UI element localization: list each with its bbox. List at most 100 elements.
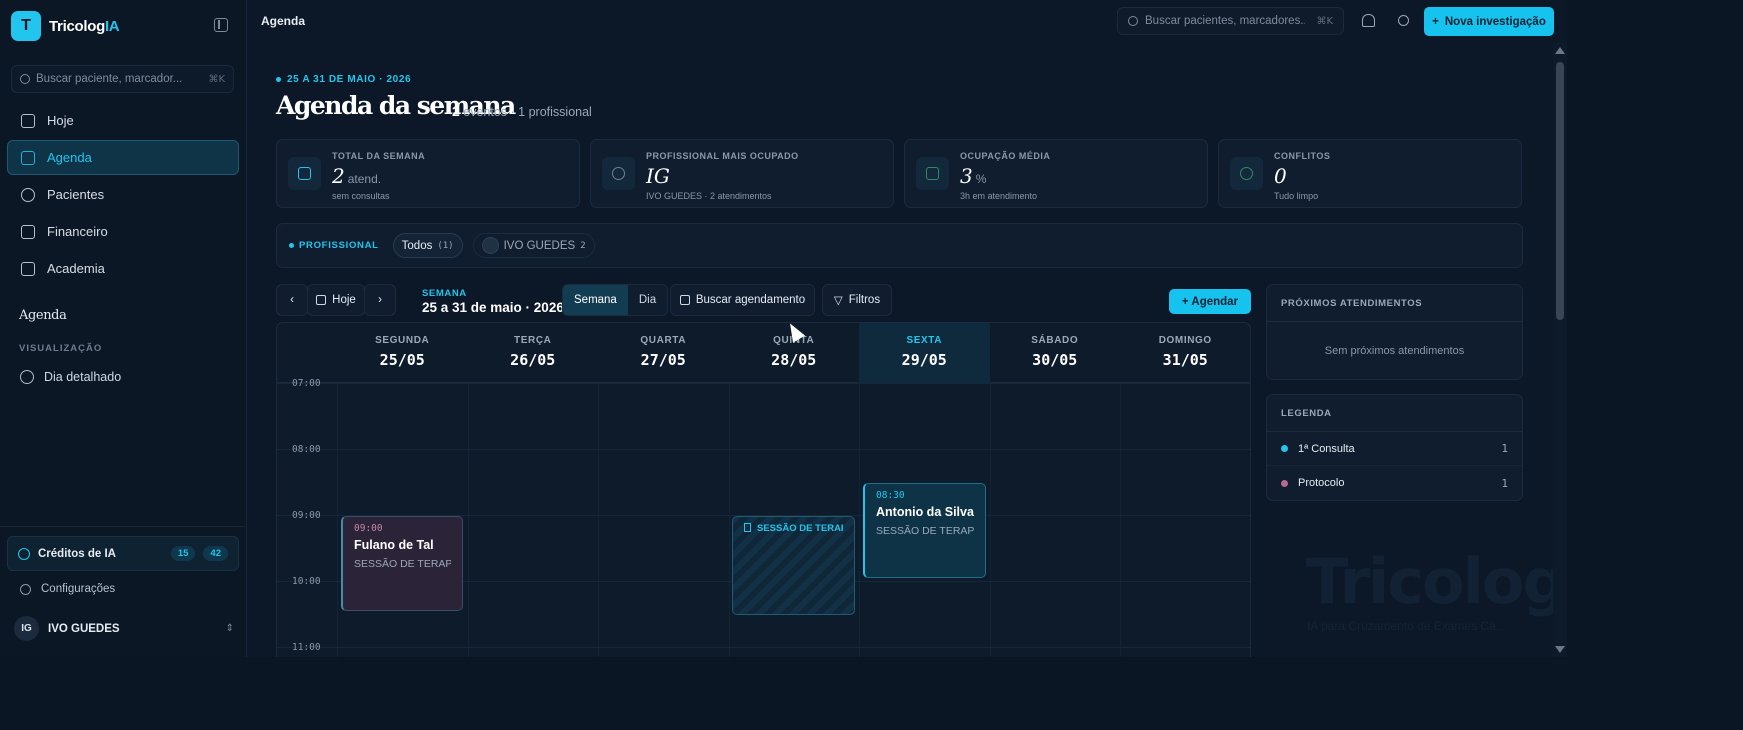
gear-icon bbox=[20, 583, 31, 595]
app-window: T TricologIA ⌘K Hoje Agenda Pacientes Fi… bbox=[0, 0, 1567, 657]
prev-week-button[interactable]: ‹ bbox=[276, 284, 308, 316]
settings-link[interactable]: Configurações bbox=[20, 583, 115, 595]
sidebar-item-hoje[interactable]: Hoje bbox=[7, 103, 239, 138]
bell-icon[interactable] bbox=[1362, 14, 1375, 27]
next-week-button[interactable]: › bbox=[364, 284, 396, 316]
sidebar-collapse-icon[interactable] bbox=[214, 18, 228, 32]
week-eyebrow: 25 A 31 DE MAIO · 2026 bbox=[276, 74, 411, 85]
stat-card-total: TOTAL DA SEMANA 2 atend. sem consultas bbox=[276, 139, 580, 208]
right-panel: PRÓXIMOS ATENDIMENTOS Sem próximos atend… bbox=[1266, 284, 1523, 515]
event-card[interactable]: 08:30 Antonio da Silva SESSÃO DE TERAPI.… bbox=[863, 483, 986, 578]
day-date: 30/05 bbox=[1032, 351, 1078, 369]
day-header-thursday[interactable]: QUINTA 28/05 bbox=[729, 323, 860, 383]
sidebar-item-pacientes[interactable]: Pacientes bbox=[7, 177, 239, 212]
hour-line bbox=[277, 515, 1250, 516]
hour-line bbox=[277, 449, 1250, 450]
avatar bbox=[481, 237, 499, 254]
sidebar-search-input[interactable] bbox=[36, 73, 196, 85]
new-investigation-button[interactable]: + Nova investigação bbox=[1424, 7, 1554, 36]
filter-label: PROFISSIONAL bbox=[289, 240, 379, 251]
stat-sub: Tudo limpo bbox=[1274, 191, 1319, 201]
plus-icon: + bbox=[1181, 295, 1192, 308]
filter-professional-chip[interactable]: IVO GUEDES 2 bbox=[472, 233, 595, 258]
user-menu[interactable]: IG IVO GUEDES ⇕ bbox=[14, 616, 234, 641]
panel-title: LEGENDA bbox=[1267, 395, 1522, 432]
sidebar-item-academia[interactable]: Academia bbox=[7, 251, 239, 286]
event-card[interactable]: 09:00 Fulano de Tal SESSÃO DE TERAPI... bbox=[341, 516, 463, 611]
event-time: 08:30 bbox=[876, 490, 905, 501]
events-text: eventos · 1 profissional bbox=[463, 105, 592, 119]
legend-label: Protocolo bbox=[1298, 477, 1345, 489]
settings-label: Configurações bbox=[41, 583, 116, 595]
day-date: 27/05 bbox=[640, 351, 686, 369]
trend-up-icon bbox=[916, 157, 949, 190]
event-patient: Fulano de Tal bbox=[354, 538, 434, 552]
ai-credits[interactable]: Créditos de IA 15 42 bbox=[7, 536, 239, 571]
sidebar-item-label: Dia detalhado bbox=[44, 370, 122, 384]
panel-title: PRÓXIMOS ATENDIMENTOS bbox=[1267, 285, 1522, 322]
global-search[interactable]: ⌘K bbox=[1117, 7, 1344, 35]
calendar-search-icon bbox=[679, 295, 690, 305]
sidebar-item-financeiro[interactable]: Financeiro bbox=[7, 214, 239, 249]
search-appointment-button[interactable]: Buscar agendamento bbox=[670, 284, 815, 316]
stat-card-occupancy: OCUPAÇÃO MÉDIA 3% 3h em atendimento bbox=[904, 139, 1208, 208]
day-name: QUINTA bbox=[773, 335, 815, 346]
scroll-up-icon[interactable] bbox=[1555, 47, 1565, 54]
day-divider bbox=[467, 383, 469, 657]
day-date: 28/05 bbox=[771, 351, 817, 369]
day-header-monday[interactable]: SEGUNDA 25/05 bbox=[337, 323, 468, 383]
page-breadcrumb: Agenda bbox=[261, 14, 306, 28]
chevron-left-icon: ‹ bbox=[290, 294, 294, 306]
credits-badge: 15 bbox=[170, 546, 196, 561]
chip-count: (1) bbox=[437, 240, 454, 251]
chevron-right-icon: › bbox=[378, 294, 382, 306]
day-header-sunday[interactable]: DOMINGO 31/05 bbox=[1120, 323, 1250, 383]
sidebar-item-agenda[interactable]: Agenda bbox=[7, 140, 239, 175]
sidebar-section-sub: VISUALIZAÇÃO bbox=[19, 343, 103, 354]
day-name: DOMINGO bbox=[1158, 335, 1212, 346]
brand-logo: T bbox=[11, 11, 41, 41]
hour-line bbox=[277, 383, 1250, 384]
upcoming-panel: PRÓXIMOS ATENDIMENTOS Sem próximos atend… bbox=[1266, 284, 1523, 380]
view-week-button[interactable]: Semana bbox=[563, 285, 628, 315]
global-search-input[interactable] bbox=[1145, 15, 1305, 27]
graduation-cap-icon bbox=[21, 261, 35, 276]
brand[interactable]: T TricologIA bbox=[11, 11, 120, 41]
day-divider bbox=[598, 383, 599, 657]
eyebrow-text: 25 A 31 DE MAIO · 2026 bbox=[287, 74, 412, 85]
chip-label: IVO GUEDES bbox=[503, 239, 576, 252]
event-type: SESSÃO DE TERAP... bbox=[744, 523, 843, 534]
filter-all-chip[interactable]: Todos (1) bbox=[392, 233, 463, 258]
grid-icon bbox=[21, 113, 35, 128]
scrollbar[interactable] bbox=[1553, 42, 1567, 657]
day-header-friday[interactable]: SEXTA 29/05 bbox=[859, 323, 990, 383]
day-name: TERÇA bbox=[514, 335, 552, 346]
stat-value: 3% bbox=[960, 164, 987, 188]
scroll-down-icon[interactable] bbox=[1555, 646, 1565, 653]
sidebar-item-label: Hoje bbox=[47, 113, 74, 128]
today-button[interactable]: Hoje bbox=[307, 284, 365, 316]
filters-button[interactable]: ▽ Filtros bbox=[822, 284, 892, 316]
event-card-blocked[interactable]: SESSÃO DE TERAP... bbox=[732, 516, 855, 615]
week-label: SEMANA bbox=[422, 288, 467, 299]
day-divider bbox=[989, 383, 991, 657]
week-range: 25 a 31 de maio · 2026 bbox=[422, 300, 564, 315]
sidebar-item-dia-detalhado[interactable]: Dia detalhado bbox=[20, 370, 121, 384]
sidebar-item-label: Academia bbox=[47, 261, 105, 276]
day-date: 29/05 bbox=[901, 351, 947, 369]
day-header-saturday[interactable]: SÁBADO 30/05 bbox=[990, 323, 1121, 383]
schedule-button[interactable]: + Agendar bbox=[1169, 289, 1251, 314]
professional-filter: PROFISSIONAL Todos (1) IVO GUEDES 2 bbox=[276, 223, 1523, 268]
credits-badge-secondary: 42 bbox=[203, 546, 228, 561]
events-count: 2 bbox=[452, 103, 460, 119]
sun-icon[interactable] bbox=[1398, 15, 1409, 26]
event-type: SESSÃO DE TERAPI... bbox=[354, 558, 451, 570]
credits-label: Créditos de IA bbox=[38, 547, 116, 560]
day-header-tuesday[interactable]: TERÇA 26/05 bbox=[468, 323, 599, 383]
legend-item: 1ª Consulta 1 bbox=[1267, 432, 1522, 466]
sidebar-search[interactable]: ⌘K bbox=[11, 65, 234, 93]
view-day-button[interactable]: Dia bbox=[628, 285, 667, 315]
scroll-thumb[interactable] bbox=[1556, 62, 1564, 320]
day-header-wednesday[interactable]: QUARTA 27/05 bbox=[598, 323, 729, 383]
event-patient: Antonio da Silva bbox=[876, 505, 974, 519]
